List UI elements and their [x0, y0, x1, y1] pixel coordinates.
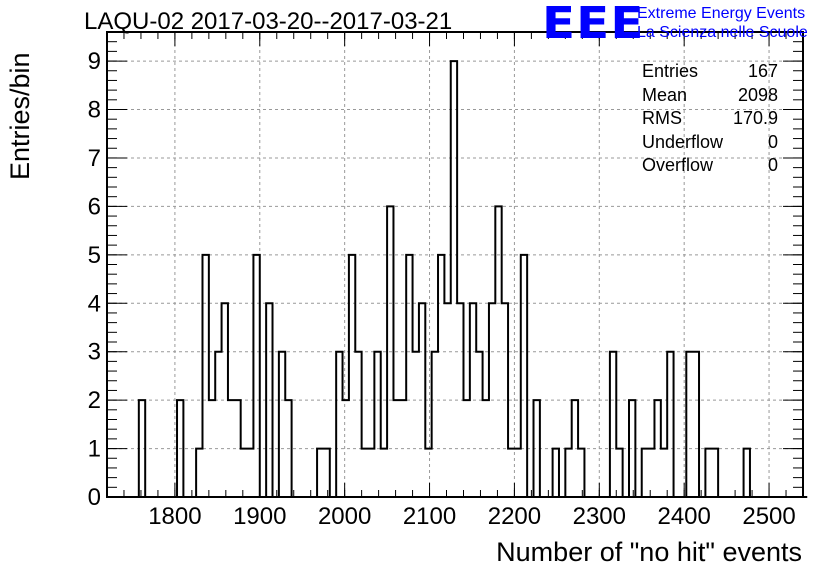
y-axis-label: Entries/bin: [5, 52, 35, 180]
tick-labels: 0 1 2 3 4 5 6 7 8 9 1800 1900 2000 2100 2200 2300 2400 25…: [88, 48, 796, 530]
axis-ticks: [106, 31, 804, 498]
y-tick-label: 3: [88, 339, 101, 366]
y-tick-label: 5: [88, 242, 101, 269]
stats-row-underflow: Underflow 0: [642, 131, 778, 155]
x-tick-label: 2200: [488, 503, 541, 530]
y-tick-label: 1: [88, 436, 101, 463]
stats-label: Overflow: [642, 155, 714, 176]
y-tick-label: 8: [88, 97, 101, 124]
stats-label: RMS: [642, 108, 682, 129]
stats-row-mean: Mean 2098: [642, 84, 778, 108]
logo-line-2: La Scienza nelle Scuole: [637, 24, 808, 41]
eee-logo-text: Extreme Energy Events La Scienza nelle S…: [637, 4, 808, 42]
y-tick-label: 2: [88, 387, 101, 414]
stats-value: 170.9: [732, 108, 778, 129]
x-axis-label: Number of "no hit" events: [496, 537, 802, 567]
y-tick-label: 4: [88, 290, 101, 317]
stats-label: Entries: [642, 61, 699, 81]
stats-value: 0: [767, 155, 778, 176]
stats-value: 167: [747, 61, 778, 81]
x-tick-label: 1900: [233, 503, 286, 530]
histogram-outline: [107, 60, 808, 498]
stats-value: 2098: [737, 84, 778, 105]
stats-box: Entries 167 Mean 2098 RMS 170.9 Underflow 0 …: [642, 60, 778, 178]
stats-value: 0: [767, 131, 778, 152]
x-tick-label: 2500: [742, 503, 795, 530]
y-tick-label: 9: [88, 48, 101, 75]
chart-title: LAQU-02 2017-03-20--2017-03-21: [84, 8, 453, 35]
y-tick-label: 6: [88, 193, 101, 220]
logo-line-1: Extreme Energy Events: [637, 5, 806, 22]
x-tick-label: 1800: [148, 503, 201, 530]
stats-row-entries: Entries 167: [642, 60, 778, 84]
stats-label: Underflow: [642, 131, 724, 152]
x-tick-label: 2100: [403, 503, 456, 530]
stats-row-overflow: Overflow 0: [642, 154, 778, 178]
x-tick-label: 2400: [657, 503, 710, 530]
stats-row-rms: RMS 170.9: [642, 107, 778, 131]
y-tick-label: 0: [88, 484, 101, 511]
x-tick-label: 2000: [318, 503, 371, 530]
stats-label: Mean: [642, 84, 688, 105]
y-tick-label: 7: [88, 145, 101, 172]
eee-logo: EEE: [542, 0, 645, 49]
x-tick-label: 2300: [573, 503, 626, 530]
